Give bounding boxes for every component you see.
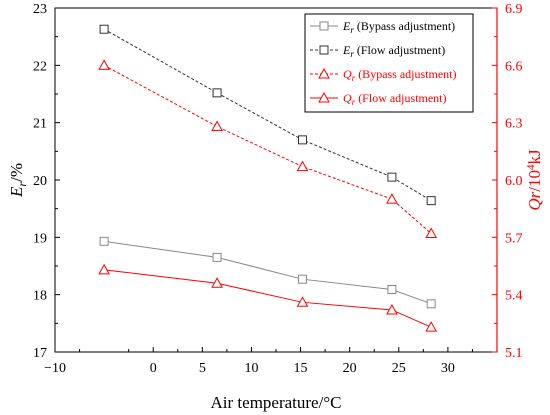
y-right-tick-label: 6.6 bbox=[505, 59, 523, 74]
data-point bbox=[427, 300, 435, 308]
legend: Er (Bypass adjustment) Er (Flow adjustmen… bbox=[305, 14, 473, 112]
legend-label: Er (Bypass adjustment) bbox=[342, 19, 455, 35]
y-right-tick-label: 6.0 bbox=[505, 174, 523, 189]
x-axis: −10 0 5 10 15 20 25 30 bbox=[44, 347, 472, 376]
x-tick-label: −10 bbox=[44, 361, 66, 376]
data-point bbox=[388, 286, 396, 294]
y-left-tick-label: 23 bbox=[33, 2, 47, 17]
data-point bbox=[426, 322, 436, 331]
legend-marker bbox=[320, 46, 328, 54]
legend-label: Qr (Flow adjustment) bbox=[343, 91, 447, 107]
data-point bbox=[427, 197, 435, 205]
data-point bbox=[387, 194, 397, 203]
series-line bbox=[104, 270, 431, 327]
x-tick-label: 0 bbox=[150, 361, 157, 376]
series-1 bbox=[100, 237, 435, 307]
legend-marker bbox=[320, 22, 328, 30]
x-tick-label: 10 bbox=[244, 361, 258, 376]
y-right-tick-label: 5.1 bbox=[505, 346, 523, 361]
y-right-tick-label: 5.4 bbox=[505, 289, 523, 304]
y-left-tick-label: 19 bbox=[33, 231, 47, 246]
x-tick-label: 20 bbox=[343, 361, 357, 376]
x-axis-label: Air temperature/°C bbox=[211, 393, 342, 412]
data-point bbox=[99, 60, 109, 69]
y-right-tick-label: 6.9 bbox=[505, 2, 523, 17]
x-tick-label: 15 bbox=[294, 361, 308, 376]
x-tick-label: 5 bbox=[199, 361, 206, 376]
y-left-tick-label: 17 bbox=[33, 346, 47, 361]
y-left-tick-label: 22 bbox=[33, 59, 47, 74]
data-point bbox=[388, 173, 396, 181]
y-axis-left-label: Er/% bbox=[7, 163, 29, 198]
y-axis-right-label: Qr/104kJ bbox=[525, 149, 544, 211]
y-left-tick-label: 21 bbox=[33, 117, 47, 132]
y-axis-right: 5.1 5.4 5.7 6.0 6.3 6.6 6.9 bbox=[492, 2, 523, 361]
series-4 bbox=[99, 265, 436, 331]
data-point bbox=[299, 136, 307, 144]
legend-label: Qr (Bypass adjustment) bbox=[343, 67, 457, 83]
y-right-tick-label: 5.7 bbox=[505, 231, 523, 246]
data-point bbox=[99, 265, 109, 274]
y-left-tick-label: 18 bbox=[33, 289, 47, 304]
legend-label: Er (Flow adjustment) bbox=[342, 43, 445, 59]
y-right-tick-label: 6.3 bbox=[505, 117, 523, 132]
data-point bbox=[100, 237, 108, 245]
x-tick-label: 30 bbox=[441, 361, 455, 376]
data-point bbox=[213, 253, 221, 261]
data-point bbox=[298, 162, 308, 171]
data-point bbox=[299, 275, 307, 283]
y-left-tick-label: 20 bbox=[33, 174, 47, 189]
data-point bbox=[213, 89, 221, 97]
data-point bbox=[212, 121, 222, 130]
x-tick-label: 25 bbox=[392, 361, 406, 376]
y-axis-left: 17 18 19 20 21 22 23 bbox=[33, 2, 60, 361]
data-point bbox=[100, 25, 108, 33]
